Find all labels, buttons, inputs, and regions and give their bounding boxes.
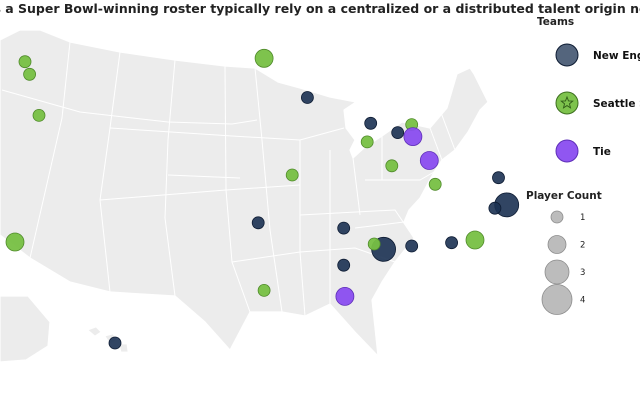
origin-marker-new-england[interactable] [445, 236, 459, 250]
origin-marker-tie[interactable] [419, 151, 439, 170]
origin-marker-new-england[interactable] [337, 221, 351, 235]
origin-marker-new-england[interactable] [492, 171, 505, 185]
legend-item-tie[interactable]: Tie [555, 139, 611, 163]
origin-marker-seattle[interactable] [5, 232, 25, 252]
map-title: Does a Super Bowl-winning roster typical… [0, 1, 640, 16]
circle-icon [555, 43, 579, 67]
legend-count-item: 4 [541, 284, 585, 315]
legend-teams-list: New England Patriots Seattle Seahawks Tie [555, 43, 640, 163]
star-icon [555, 91, 579, 115]
origin-marker-seattle[interactable] [32, 109, 46, 122]
origin-marker-new-england[interactable] [108, 336, 122, 350]
legend-count-title: Player Count [526, 190, 602, 202]
legend-count-label: 1 [580, 213, 585, 223]
origin-marker-seattle[interactable] [285, 168, 299, 182]
legend-count-item: 3 [544, 259, 585, 285]
origin-marker-tie[interactable] [403, 127, 423, 147]
origin-marker-new-england[interactable] [391, 126, 405, 140]
origin-marker-new-england[interactable] [337, 258, 351, 272]
size-circle-icon [541, 284, 573, 315]
legend-count-item: 2 [547, 235, 585, 254]
origin-marker-new-england[interactable] [251, 216, 265, 230]
origin-marker-seattle[interactable] [18, 55, 32, 69]
size-circle-icon [544, 259, 570, 285]
markers-layer [5, 48, 520, 350]
legend-item-seattle[interactable]: Seattle Seahawks [555, 91, 640, 115]
legend-teams-title: Teams [537, 16, 574, 28]
origin-marker-seattle[interactable] [360, 135, 374, 149]
state-borders [1, 41, 456, 317]
origin-marker-seattle[interactable] [428, 177, 442, 191]
alaska-shape [0, 295, 51, 363]
origin-marker-seattle[interactable] [367, 237, 381, 251]
star-glyph [560, 95, 574, 109]
contiguous-us-shape [0, 29, 489, 357]
origin-marker-seattle[interactable] [385, 159, 399, 173]
size-circle-icon [547, 235, 567, 254]
origin-marker-tie[interactable] [335, 286, 355, 306]
origin-marker-seattle[interactable] [257, 283, 271, 297]
hawaii-shape [87, 326, 129, 353]
legend-count-label: 3 [580, 268, 585, 278]
origin-marker-seattle[interactable] [254, 48, 274, 68]
legend-item-label: New England Patriots [593, 50, 640, 62]
origin-marker-new-england[interactable] [488, 201, 502, 215]
legend-count-list: 1 2 3 4 [541, 210, 585, 315]
origin-marker-seattle[interactable] [465, 230, 485, 250]
us-states-layer [0, 29, 489, 363]
origin-marker-new-england[interactable] [300, 91, 314, 104]
circle-icon [555, 139, 579, 163]
origin-marker-new-england[interactable] [364, 116, 378, 130]
size-circle-icon [550, 210, 564, 224]
legend-item-label: Tie [593, 146, 611, 158]
legend-count-label: 2 [580, 241, 585, 251]
legend-count-item: 1 [550, 210, 585, 224]
legend-item-new-england[interactable]: New England Patriots [555, 43, 640, 67]
legend-item-label: Seattle Seahawks [593, 98, 640, 110]
origin-marker-new-england[interactable] [405, 239, 419, 253]
origin-marker-seattle[interactable] [23, 67, 37, 81]
legend: Teams New England Patriots Seattle Seahaw… [526, 16, 640, 315]
legend-count-label: 4 [580, 296, 585, 306]
